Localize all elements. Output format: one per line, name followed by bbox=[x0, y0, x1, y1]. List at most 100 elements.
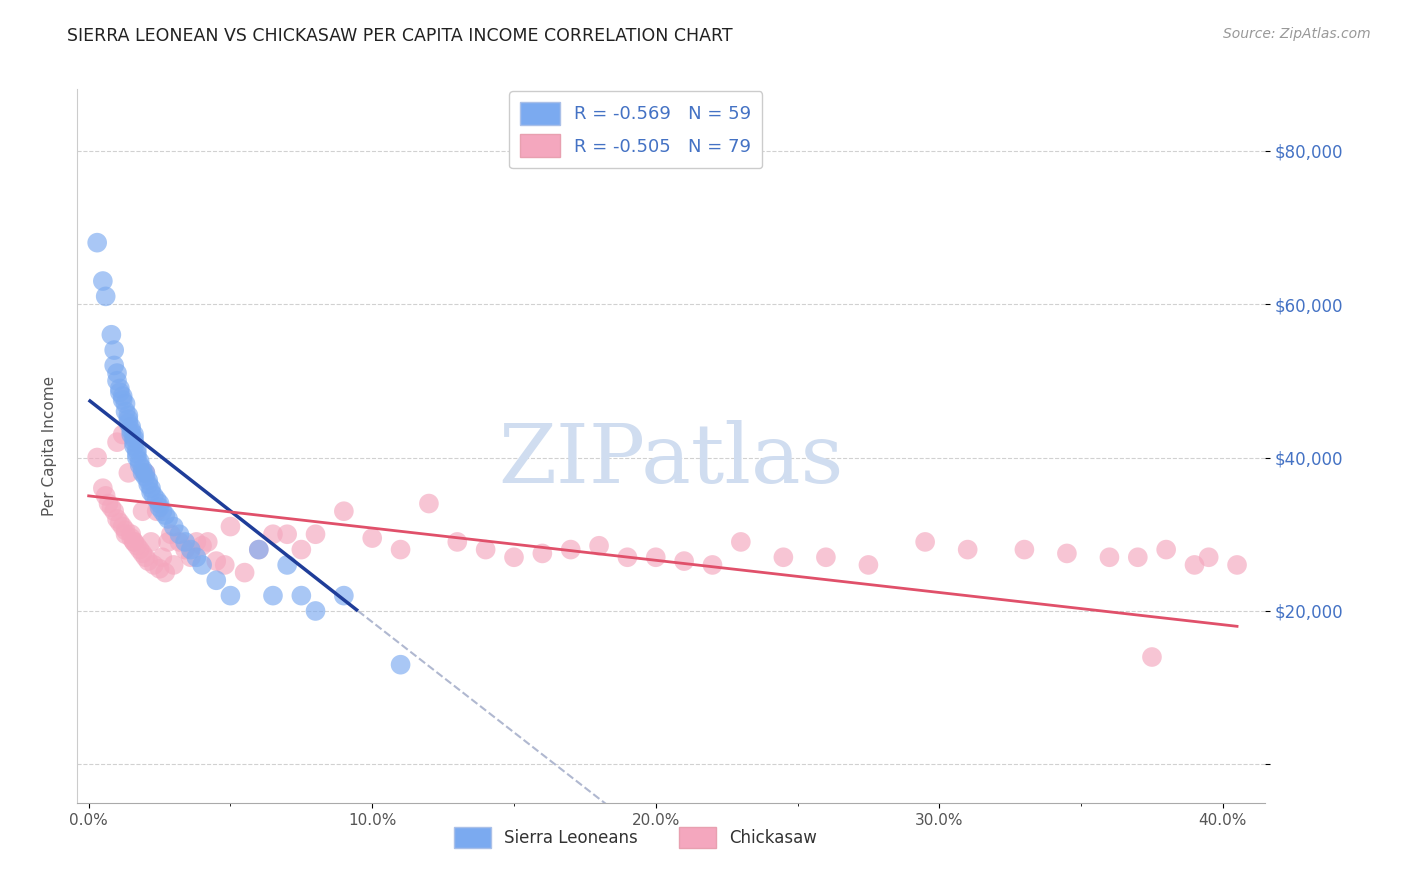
Point bbox=[117, 466, 139, 480]
Point bbox=[290, 542, 312, 557]
Point bbox=[174, 542, 197, 557]
Point bbox=[233, 566, 256, 580]
Point bbox=[125, 447, 148, 461]
Point bbox=[120, 531, 142, 545]
Point bbox=[858, 558, 880, 572]
Point bbox=[186, 550, 208, 565]
Point bbox=[157, 535, 180, 549]
Point bbox=[191, 558, 214, 572]
Point bbox=[155, 566, 177, 580]
Point bbox=[247, 542, 270, 557]
Point bbox=[105, 366, 128, 380]
Point bbox=[86, 450, 108, 465]
Point bbox=[114, 527, 136, 541]
Point bbox=[205, 554, 228, 568]
Point bbox=[197, 535, 219, 549]
Point bbox=[361, 531, 384, 545]
Point bbox=[111, 389, 134, 403]
Point bbox=[160, 527, 183, 541]
Point bbox=[117, 409, 139, 423]
Point bbox=[588, 539, 610, 553]
Point bbox=[214, 558, 236, 572]
Point bbox=[111, 519, 134, 533]
Point bbox=[114, 524, 136, 538]
Point bbox=[131, 466, 153, 480]
Point bbox=[247, 542, 270, 557]
Point bbox=[174, 535, 197, 549]
Point bbox=[134, 466, 156, 480]
Point bbox=[91, 274, 114, 288]
Point bbox=[148, 562, 170, 576]
Point bbox=[94, 289, 117, 303]
Point bbox=[914, 535, 936, 549]
Point bbox=[128, 458, 150, 473]
Point bbox=[503, 550, 526, 565]
Point bbox=[100, 327, 122, 342]
Point bbox=[131, 546, 153, 560]
Point bbox=[730, 535, 752, 549]
Point bbox=[105, 374, 128, 388]
Point bbox=[94, 489, 117, 503]
Point bbox=[157, 512, 180, 526]
Point bbox=[122, 431, 145, 445]
Point bbox=[531, 546, 554, 560]
Point bbox=[134, 469, 156, 483]
Point bbox=[616, 550, 638, 565]
Point bbox=[122, 535, 145, 549]
Point bbox=[97, 497, 120, 511]
Point bbox=[1126, 550, 1149, 565]
Point bbox=[1098, 550, 1121, 565]
Point bbox=[120, 424, 142, 438]
Point bbox=[219, 519, 242, 533]
Point bbox=[1014, 542, 1036, 557]
Point bbox=[180, 550, 202, 565]
Point bbox=[148, 497, 170, 511]
Point bbox=[333, 504, 356, 518]
Point bbox=[474, 542, 496, 557]
Point bbox=[122, 439, 145, 453]
Point bbox=[956, 542, 979, 557]
Point bbox=[86, 235, 108, 250]
Point bbox=[128, 454, 150, 468]
Point bbox=[205, 574, 228, 588]
Point bbox=[131, 504, 153, 518]
Point bbox=[111, 392, 134, 407]
Point bbox=[134, 466, 156, 480]
Point bbox=[333, 589, 356, 603]
Point bbox=[142, 558, 165, 572]
Point bbox=[120, 419, 142, 434]
Point bbox=[125, 442, 148, 457]
Point bbox=[122, 535, 145, 549]
Point bbox=[122, 427, 145, 442]
Point bbox=[105, 512, 128, 526]
Text: SIERRA LEONEAN VS CHICKASAW PER CAPITA INCOME CORRELATION CHART: SIERRA LEONEAN VS CHICKASAW PER CAPITA I… bbox=[67, 27, 733, 45]
Point bbox=[560, 542, 582, 557]
Point bbox=[814, 550, 837, 565]
Point bbox=[644, 550, 666, 565]
Point bbox=[122, 435, 145, 450]
Point bbox=[186, 535, 208, 549]
Point bbox=[418, 497, 440, 511]
Point bbox=[262, 589, 284, 603]
Point bbox=[114, 404, 136, 418]
Point bbox=[103, 343, 125, 357]
Point bbox=[1184, 558, 1206, 572]
Point bbox=[276, 527, 298, 541]
Point bbox=[145, 504, 167, 518]
Point bbox=[111, 427, 134, 442]
Point bbox=[136, 474, 159, 488]
Point bbox=[673, 554, 696, 568]
Point bbox=[389, 542, 412, 557]
Legend: Sierra Leoneans, Chickasaw: Sierra Leoneans, Chickasaw bbox=[447, 821, 824, 855]
Text: Source: ZipAtlas.com: Source: ZipAtlas.com bbox=[1223, 27, 1371, 41]
Point bbox=[117, 412, 139, 426]
Point bbox=[145, 492, 167, 507]
Point bbox=[152, 550, 174, 565]
Point bbox=[304, 604, 326, 618]
Point bbox=[120, 427, 142, 442]
Point bbox=[389, 657, 412, 672]
Point bbox=[1056, 546, 1078, 560]
Point bbox=[163, 519, 186, 533]
Point bbox=[128, 542, 150, 557]
Point bbox=[103, 359, 125, 373]
